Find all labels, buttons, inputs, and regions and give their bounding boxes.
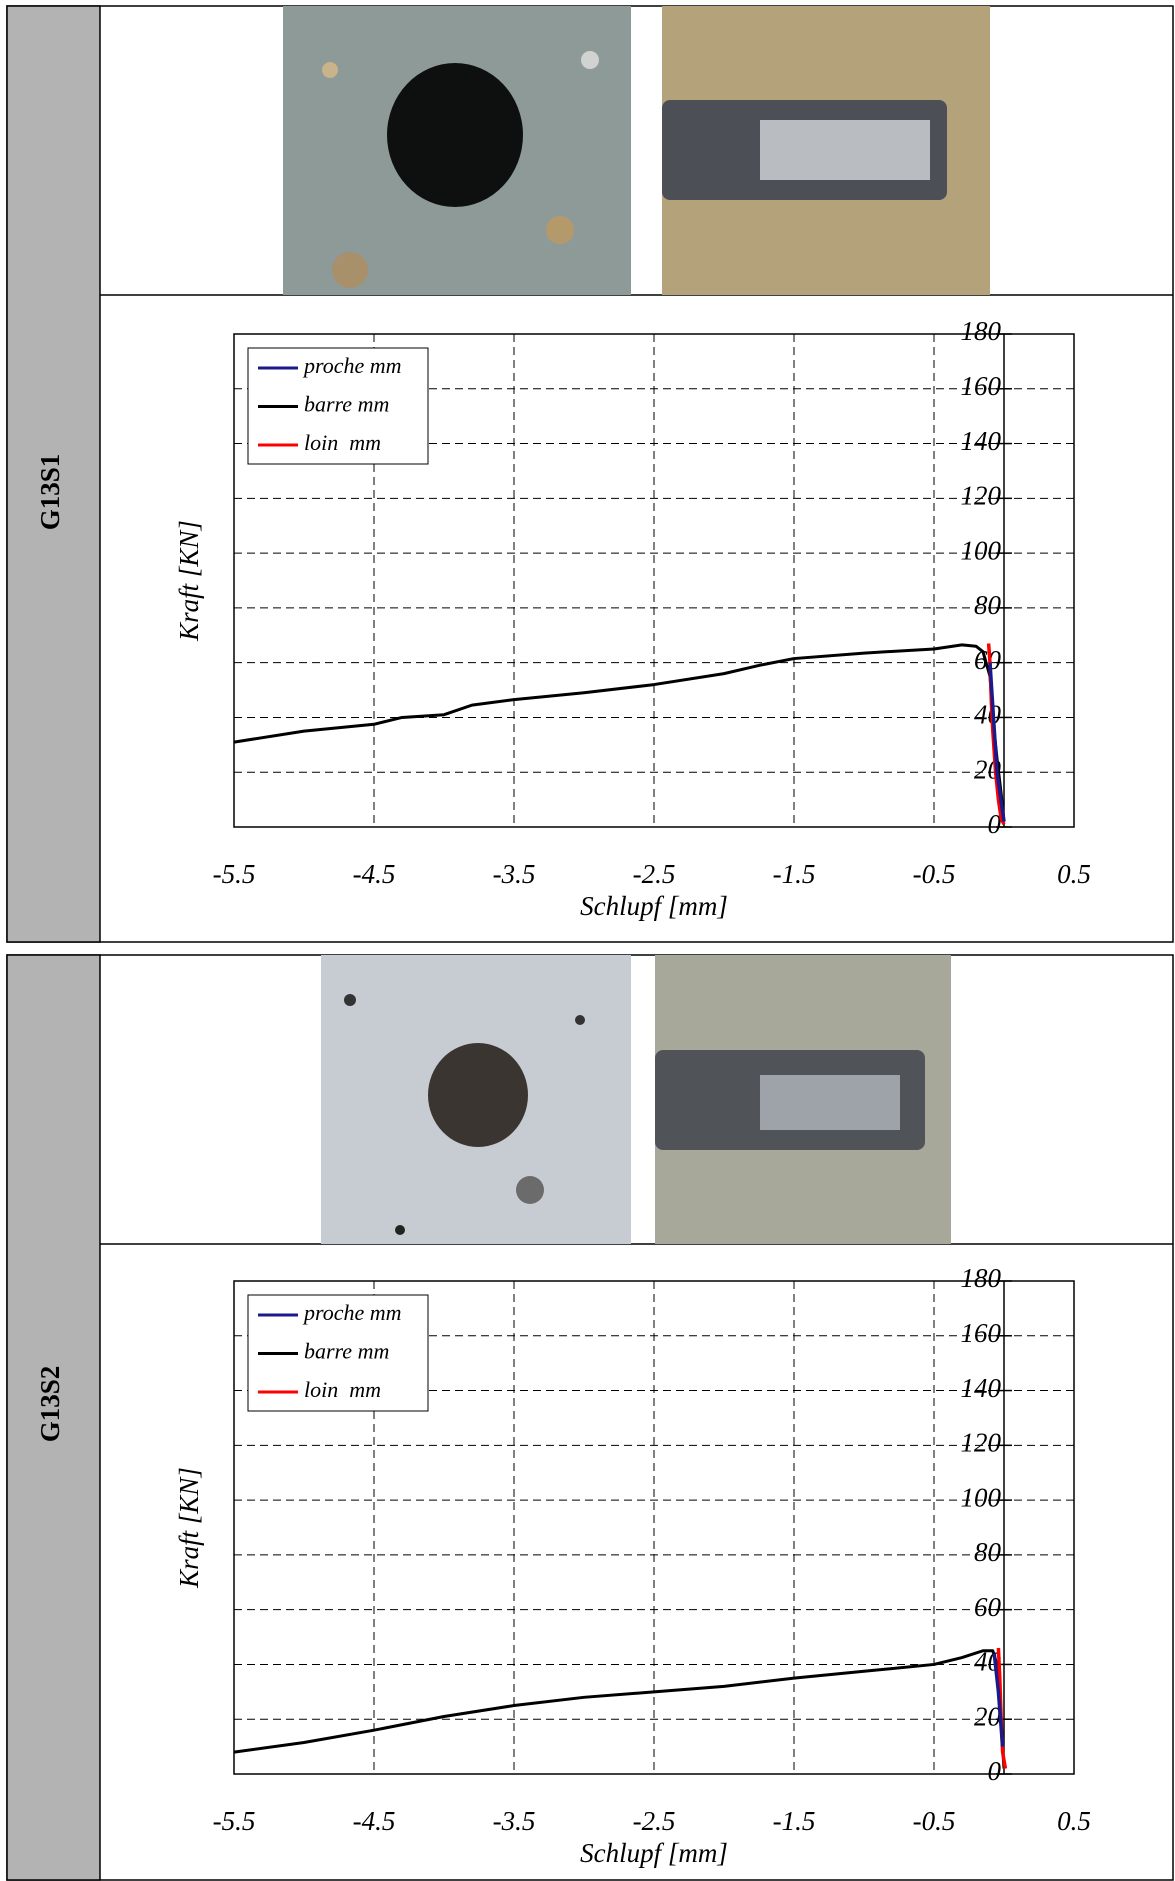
x-tick-label: -1.5 (773, 1806, 816, 1836)
y-tick-label: 180 (961, 316, 1002, 346)
legend-label: barre mm (304, 1339, 389, 1364)
x-tick-label: -2.5 (633, 1806, 676, 1836)
x-tick-label: -1.5 (773, 859, 816, 889)
photo-hole (321, 955, 631, 1244)
data-line (992, 1653, 1005, 1747)
photo-bar (655, 955, 951, 1244)
x-tick-label: -3.5 (493, 1806, 536, 1836)
y-tick-label: 100 (961, 535, 1002, 565)
x-tick-label: -5.5 (213, 859, 256, 889)
y-tick-label: 140 (961, 1373, 1002, 1403)
x-tick-label: -4.5 (353, 859, 396, 889)
legend-label: loin mm (304, 430, 381, 455)
data-line (988, 662, 1006, 822)
x-tick-label: -2.5 (633, 859, 676, 889)
label-column (6, 5, 101, 943)
y-tick-label: 160 (961, 371, 1002, 401)
label-column (6, 954, 101, 1881)
panel-label: G13S1 (35, 454, 65, 531)
x-tick-label: -0.5 (913, 859, 956, 889)
photo-hole (283, 6, 631, 295)
x-tick-label: -4.5 (353, 1806, 396, 1836)
y-tick-label: 20 (974, 1701, 1002, 1731)
y-tick-label: 0 (988, 809, 1002, 839)
y-tick-label: 100 (961, 1482, 1002, 1512)
legend-label: proche mm (302, 1300, 402, 1325)
x-tick-label: -5.5 (213, 1806, 256, 1836)
y-axis-title: Kraft [KN] (174, 1467, 204, 1589)
legend-label: proche mm (302, 353, 402, 378)
y-tick-label: 160 (961, 1318, 1002, 1348)
y-tick-label: 0 (988, 1756, 1002, 1786)
y-tick-label: 80 (974, 590, 1002, 620)
x-tick-label: -3.5 (493, 859, 536, 889)
x-tick-label: 0.5 (1057, 1806, 1091, 1836)
charts: -5.5 -4.5 -3.5 -2.5 -1.5 -0.5 0.5 0 20 40 60 80 100 1… (174, 316, 1091, 1868)
y-tick-label: 40 (974, 700, 1002, 730)
y-tick-label: 60 (974, 1592, 1002, 1622)
x-axis-title: Schlupf [mm] (580, 891, 728, 921)
y-tick-label: 180 (961, 1263, 1002, 1293)
y-tick-label: 120 (961, 1428, 1002, 1458)
x-tick-label: -0.5 (913, 1806, 956, 1836)
x-axis-title: Schlupf [mm] (580, 1838, 728, 1868)
y-tick-label: 80 (974, 1537, 1002, 1567)
y-tick-label: 120 (961, 481, 1002, 511)
photo-bar (662, 6, 990, 295)
panel-label: G13S2 (35, 1366, 65, 1443)
legend-label: loin mm (304, 1377, 381, 1402)
y-axis-title: Kraft [KN] (174, 520, 204, 642)
legend-label: barre mm (304, 392, 389, 417)
y-tick-label: 140 (961, 426, 1002, 456)
x-tick-label: 0.5 (1057, 859, 1091, 889)
